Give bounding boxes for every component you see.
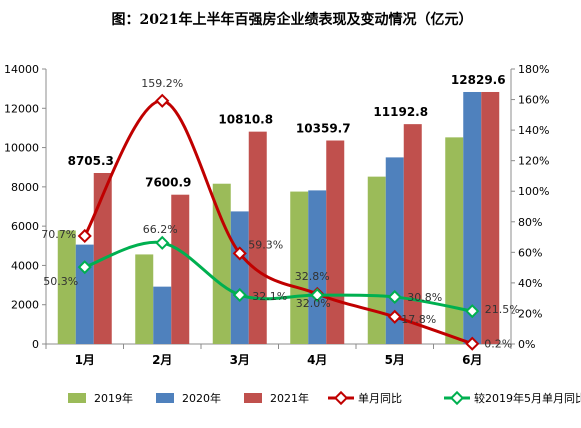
line-point <box>155 235 170 250</box>
bar <box>326 140 345 344</box>
bar-data-label: 7600.9 <box>145 176 191 190</box>
bar <box>230 211 249 344</box>
yoy-data-label: 0.2% <box>484 338 512 351</box>
bar <box>57 230 76 344</box>
line-point <box>310 288 325 303</box>
bar <box>367 176 386 344</box>
line-point <box>387 289 402 305</box>
yoy-data-label: 32.8% <box>295 270 330 283</box>
bar <box>135 254 154 344</box>
y-left-tick-label: 14000 <box>4 63 39 76</box>
labels: 8705.3 7600.9 10810.8 10359.7 11192.8 12829.6… <box>41 73 519 351</box>
yoy-data-label: 17.8% <box>401 313 436 326</box>
legend-label: 2019年 <box>94 391 133 405</box>
bar-data-label: 8705.3 <box>68 154 114 168</box>
vs2019-data-label: 30.8% <box>407 291 442 304</box>
bar-data-label: 10810.8 <box>218 113 273 127</box>
legend-label: 较2019年5月单月同比 <box>474 391 581 405</box>
chart-title: 图：2021年上半年百强房企业绩表现及变动情况（亿元） <box>112 11 473 28</box>
bar-data-label: 12829.6 <box>451 73 506 87</box>
bar <box>308 190 327 344</box>
y-right-tick-label: 180% <box>518 63 549 76</box>
bar <box>463 91 482 345</box>
bar <box>153 286 172 344</box>
line-point <box>465 336 480 351</box>
vs2019-data-label: 32.1% <box>252 290 287 303</box>
legend-marker <box>333 390 349 406</box>
line-point <box>155 93 170 108</box>
x-tick-label: 3月 <box>230 353 250 367</box>
vs2019-data-label: 21.5% <box>485 303 520 316</box>
line-point <box>232 287 247 303</box>
bar-data-label: 10359.7 <box>296 122 351 136</box>
y-right-tick-label: 60% <box>518 246 542 259</box>
x-tick-label: 2月 <box>152 353 172 367</box>
line-point <box>232 246 247 261</box>
bar <box>171 194 190 344</box>
y-left-tick-label: 10000 <box>4 142 39 155</box>
y-left-tick-label: 2000 <box>11 299 39 312</box>
y-left-tick-label: 4000 <box>11 259 39 272</box>
yoy-data-label: 59.3% <box>248 238 283 251</box>
bar <box>75 244 94 344</box>
legend: 2019年 2020年 2021年 单月同比 较2019年5月单月同比 <box>68 390 581 406</box>
legend-swatch <box>68 393 86 403</box>
line-point <box>387 309 402 324</box>
line-point <box>465 304 480 319</box>
bar <box>248 131 267 344</box>
lines <box>77 93 480 351</box>
yoy-data-label: 159.2% <box>141 77 183 90</box>
line-point <box>77 228 92 244</box>
y-right-tick-label: 40% <box>518 277 542 290</box>
y-left-tick-label: 8000 <box>11 181 39 194</box>
legend-swatch <box>244 393 262 403</box>
legend-label: 单月同比 <box>358 392 402 405</box>
bar <box>212 183 231 344</box>
y-left-tick-label: 6000 <box>11 220 39 233</box>
y-right-tick-label: 120% <box>518 155 549 168</box>
x-tick-label: 4月 <box>307 353 327 367</box>
legend-marker <box>449 390 465 406</box>
axes: 0 2000 4000 6000 8000 10000 12000 14000 0% 20% 40%… <box>4 63 549 367</box>
y-right-tick-label: 20% <box>518 307 542 320</box>
vs2019-data-label: 50.3% <box>43 275 78 288</box>
y-right-tick-label: 140% <box>518 124 549 137</box>
y-right-tick-label: 80% <box>518 216 542 229</box>
yoy-data-label: 70.7% <box>41 228 76 241</box>
bar <box>290 191 309 344</box>
x-tick-label: 5月 <box>385 353 405 367</box>
y-right-tick-label: 160% <box>518 94 549 107</box>
vs2019-data-label: 32.0% <box>296 297 331 310</box>
x-tick-label: 6月 <box>462 353 482 367</box>
x-tick-label: 1月 <box>75 353 95 367</box>
y-left-tick-label: 12000 <box>4 102 39 115</box>
line-point <box>77 260 92 275</box>
y-right-tick-label: 0% <box>518 338 535 351</box>
bar <box>445 137 464 344</box>
legend-label: 2021年 <box>270 391 309 405</box>
bar <box>403 124 422 345</box>
bars <box>57 91 500 345</box>
legend-swatch <box>156 393 174 403</box>
bar-data-label: 11192.8 <box>373 105 428 119</box>
y-right-tick-label: 100% <box>518 185 549 198</box>
y-left-tick-label: 0 <box>32 338 39 351</box>
bar <box>481 91 500 345</box>
vs2019-data-label: 66.2% <box>143 223 178 236</box>
legend-label: 2020年 <box>182 391 221 405</box>
